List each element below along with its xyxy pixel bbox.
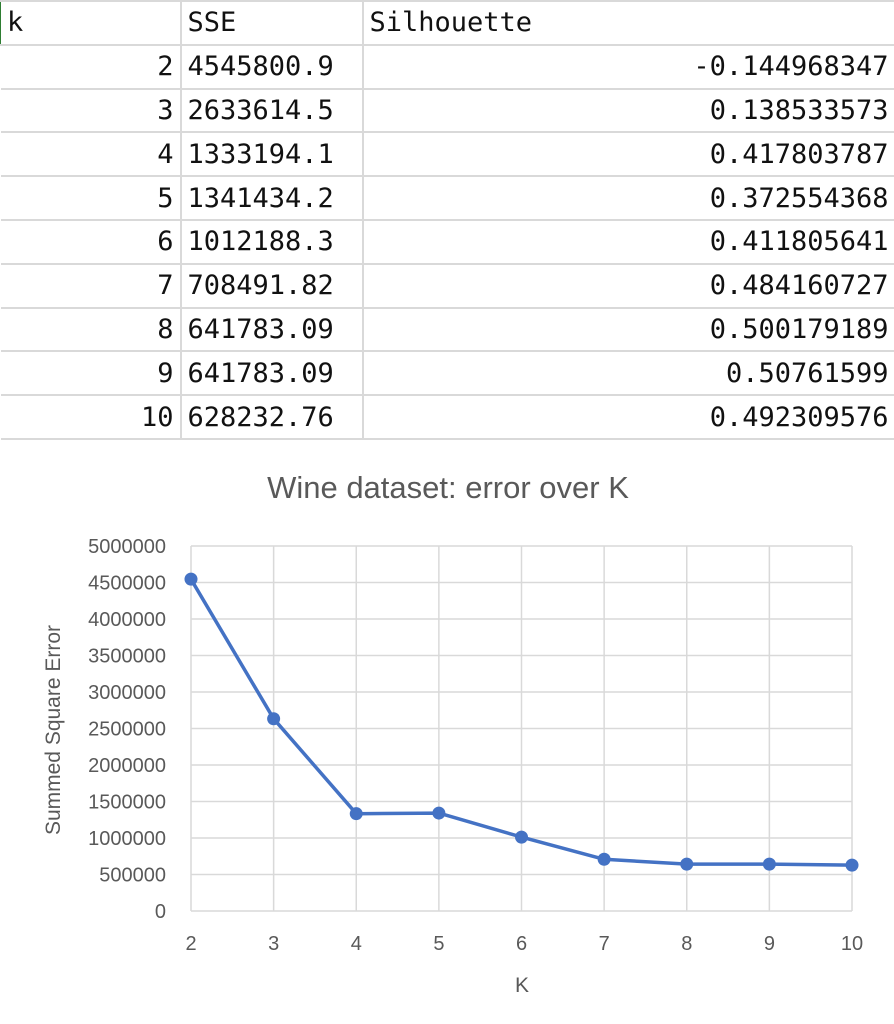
y-tick-label: 2000000 bbox=[88, 755, 166, 777]
cell-sse[interactable]: 628232.76 bbox=[180, 395, 364, 440]
data-point bbox=[432, 806, 446, 820]
cell-k[interactable]: 6 bbox=[0, 219, 182, 265]
cell-k[interactable]: 8 bbox=[0, 307, 182, 353]
x-tick-label: 2 bbox=[185, 933, 196, 955]
y-tick-label: 1500000 bbox=[88, 792, 166, 814]
x-tick-label: 5 bbox=[433, 933, 444, 955]
data-point bbox=[680, 857, 694, 871]
chart-gridlines bbox=[190, 545, 853, 912]
header-cell-sse[interactable]: SSE bbox=[180, 0, 364, 46]
x-tick-label: 10 bbox=[841, 933, 863, 955]
table-row: 9 641783.09 0.50761599 bbox=[0, 351, 894, 397]
x-tick-label: 8 bbox=[681, 933, 692, 955]
spreadsheet-table: k SSE Silhouette 2 4545800.9 -0.144968347 3… bbox=[0, 0, 894, 440]
x-tick-label: 4 bbox=[351, 933, 362, 955]
table-row: 3 2633614.5 0.138533573 bbox=[0, 88, 894, 134]
y-tick-label: 500000 bbox=[99, 865, 166, 887]
cell-sse[interactable]: 1012188.3 bbox=[180, 219, 364, 265]
cell-k[interactable]: 2 bbox=[0, 44, 182, 90]
data-point bbox=[349, 807, 363, 821]
cell-silhouette[interactable]: 0.50761599 bbox=[362, 351, 894, 397]
table-row: 5 1341434.2 0.372554368 bbox=[0, 176, 894, 221]
chart-title: Wine dataset: error over K bbox=[267, 470, 629, 505]
cell-sse[interactable]: 2633614.5 bbox=[180, 88, 364, 134]
cell-silhouette[interactable]: 0.372554368 bbox=[362, 176, 894, 221]
cell-k[interactable]: 10 bbox=[0, 395, 182, 440]
cell-sse[interactable]: 641783.09 bbox=[180, 307, 364, 353]
cell-sse[interactable]: 708491.82 bbox=[180, 263, 364, 309]
sse-line-chart: Wine dataset: error over K 0 500000 100000… bbox=[42, 470, 863, 997]
cell-sse[interactable]: 1333194.1 bbox=[180, 132, 364, 178]
table-row: 7 708491.82 0.484160727 bbox=[0, 263, 894, 309]
y-tick-label: 4000000 bbox=[88, 609, 166, 631]
table-row: 6 1012188.3 0.411805641 bbox=[0, 219, 894, 265]
cell-sse[interactable]: 4545800.9 bbox=[180, 44, 364, 90]
header-cell-silhouette[interactable]: Silhouette bbox=[362, 0, 894, 46]
y-tick-label: 3000000 bbox=[88, 682, 166, 704]
data-point bbox=[845, 858, 859, 872]
y-axis-ticks: 0 500000 1000000 1500000 2000000 2500000 30000… bbox=[88, 536, 166, 923]
table-row: 2 4545800.9 -0.144968347 bbox=[0, 44, 894, 90]
cell-k[interactable]: 3 bbox=[0, 88, 182, 134]
cell-silhouette[interactable]: 0.484160727 bbox=[362, 263, 894, 309]
data-point bbox=[762, 857, 776, 871]
x-axis-ticks: 2 3 4 5 6 7 8 9 10 bbox=[185, 933, 863, 955]
data-point bbox=[184, 572, 198, 586]
cell-silhouette[interactable]: 0.417803787 bbox=[362, 132, 894, 178]
y-tick-label: 5000000 bbox=[88, 536, 166, 558]
data-point bbox=[597, 852, 611, 866]
y-tick-label: 1000000 bbox=[88, 828, 166, 850]
data-point bbox=[267, 712, 281, 726]
cell-silhouette[interactable]: 0.500179189 bbox=[362, 307, 894, 353]
y-tick-label: 0 bbox=[155, 901, 166, 923]
header-row: k SSE Silhouette bbox=[0, 0, 894, 46]
cell-k[interactable]: 7 bbox=[0, 263, 182, 309]
x-tick-label: 6 bbox=[516, 933, 527, 955]
table-row: 10 628232.76 0.492309576 bbox=[0, 395, 894, 440]
header-cell-k[interactable]: k bbox=[0, 0, 182, 46]
cell-k[interactable]: 5 bbox=[0, 176, 182, 221]
cell-k[interactable]: 9 bbox=[0, 351, 182, 397]
table-row: 8 641783.09 0.500179189 bbox=[0, 307, 894, 353]
cell-silhouette[interactable]: 0.138533573 bbox=[362, 88, 894, 134]
y-tick-label: 4500000 bbox=[88, 573, 166, 595]
cell-sse[interactable]: 1341434.2 bbox=[180, 176, 364, 221]
spreadsheet-body: k SSE Silhouette 2 4545800.9 -0.144968347 3… bbox=[0, 0, 894, 440]
y-tick-label: 3500000 bbox=[88, 646, 166, 668]
cell-silhouette[interactable]: -0.144968347 bbox=[362, 44, 894, 90]
y-axis-label: Summed Square Error bbox=[42, 625, 65, 835]
sse-series bbox=[184, 572, 859, 872]
table-row: 4 1333194.1 0.417803787 bbox=[0, 132, 894, 178]
cell-sse[interactable]: 641783.09 bbox=[180, 351, 364, 397]
x-axis-label: K bbox=[515, 974, 529, 997]
data-point bbox=[515, 830, 528, 844]
y-tick-label: 2500000 bbox=[88, 719, 166, 741]
cell-k[interactable]: 4 bbox=[0, 132, 182, 178]
cell-silhouette[interactable]: 0.411805641 bbox=[362, 219, 894, 265]
x-tick-label: 3 bbox=[268, 933, 279, 955]
x-tick-label: 9 bbox=[764, 933, 775, 955]
cell-silhouette[interactable]: 0.492309576 bbox=[362, 395, 894, 440]
x-tick-label: 7 bbox=[599, 933, 610, 955]
